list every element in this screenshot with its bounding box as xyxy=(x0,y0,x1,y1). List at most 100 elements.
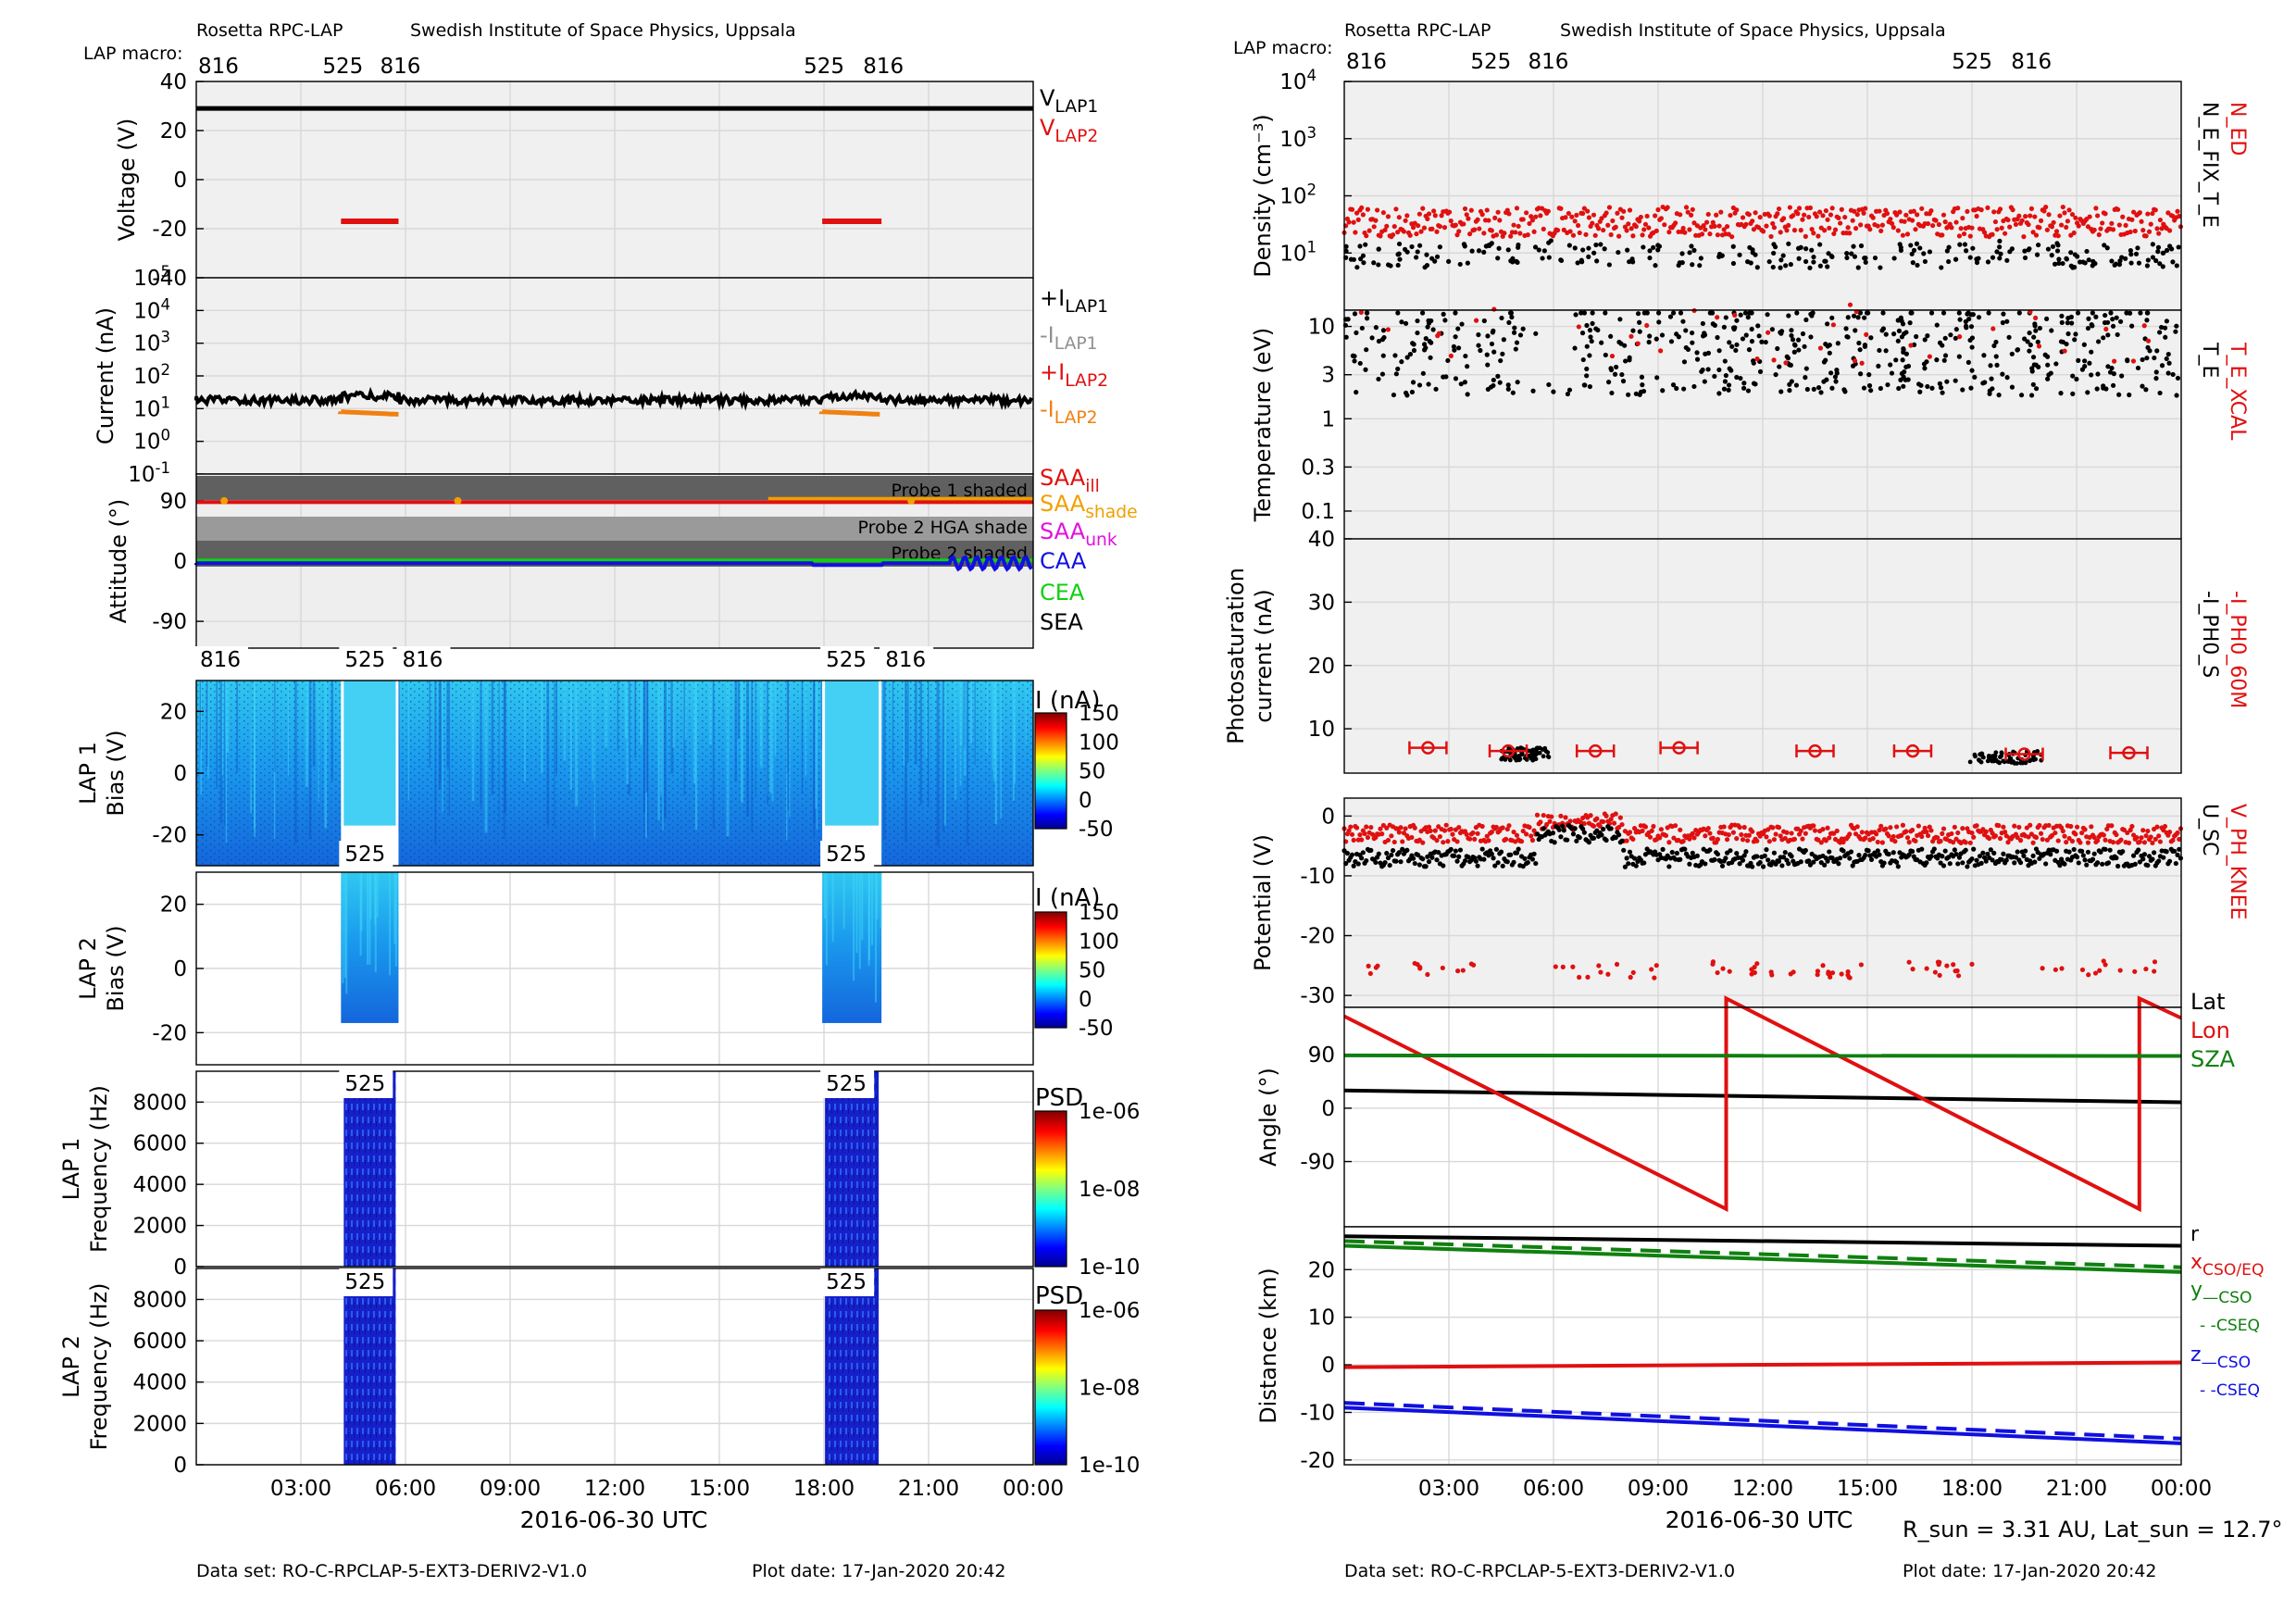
legend-t-e-xcal: T_E_XCAL xyxy=(2226,342,2249,441)
n-ed-point xyxy=(1721,227,1727,232)
v-ph-knee-point xyxy=(1398,825,1404,831)
macro-box-label: 525 xyxy=(826,648,867,672)
u-sc-point xyxy=(1420,856,1426,862)
bias-streak xyxy=(503,681,505,840)
v-ph-knee-point xyxy=(2137,839,2142,844)
t-e-point xyxy=(1880,326,1887,331)
legend-current-3: -ILAP2 xyxy=(1040,396,1098,428)
t-e-point xyxy=(1573,312,1578,318)
t-e-point xyxy=(1419,310,1426,316)
n-ed-point xyxy=(1353,230,1358,235)
u-sc-point xyxy=(1707,847,1713,853)
v-ph-knee-point xyxy=(2166,830,2173,835)
n-ed-point xyxy=(2013,221,2019,228)
u-sc-point xyxy=(1760,864,1766,869)
n-e-fix-point xyxy=(1536,247,1541,253)
n-ed-point xyxy=(1902,219,1907,224)
panel-border xyxy=(195,1070,1034,1268)
v-ph-knee-point xyxy=(1529,837,1535,843)
n-e-fix-point xyxy=(2049,253,2054,258)
t-e-point xyxy=(1506,319,1512,325)
n-ed-point xyxy=(1770,220,1776,227)
t-e-point xyxy=(2111,382,2116,388)
u-sc-point xyxy=(2071,846,2077,853)
v-ph-knee-point xyxy=(1441,828,1448,833)
u-sc-point xyxy=(1552,840,1557,845)
v-ph-knee-point xyxy=(1724,837,1730,843)
current-ytick-label: 102 xyxy=(133,361,170,389)
n-e-fix-point xyxy=(1998,251,2003,256)
n-e-fix-point xyxy=(1855,265,1861,270)
u-sc-point xyxy=(1743,849,1749,855)
t-e-point xyxy=(1580,356,1586,363)
v-ph-knee-point xyxy=(2085,840,2091,845)
n-e-fix-point xyxy=(1909,251,1915,256)
n-e-fix-point xyxy=(1434,254,1441,259)
macro-box xyxy=(339,1268,393,1296)
t-e-point xyxy=(1609,390,1615,396)
n-ed-point xyxy=(1990,231,1995,237)
v-ph-knee-point xyxy=(1811,823,1816,829)
n-e-fix-point xyxy=(2155,244,2162,250)
t-e-point xyxy=(1458,381,1464,387)
n-e-fix-point xyxy=(2022,255,2028,261)
n-e-fix-point xyxy=(1809,247,1815,253)
t-e-point xyxy=(1359,325,1365,331)
n-e-fix-point xyxy=(2086,257,2091,263)
t-e-point xyxy=(1893,357,1899,363)
n-ed-point xyxy=(2053,229,2060,234)
t-e-point xyxy=(1901,383,1906,389)
t-e-xcal-point xyxy=(1436,331,1441,336)
v-ph-knee-point xyxy=(1721,824,1727,830)
n-ed-point xyxy=(1446,209,1453,215)
macro-box xyxy=(820,646,875,674)
n-ed-point xyxy=(1703,227,1708,232)
n-e-fix-point xyxy=(1849,251,1854,256)
t-e-point xyxy=(1481,318,1487,324)
n-ed-point xyxy=(1919,206,1925,211)
lap1-bias-ytick-label: 20 xyxy=(160,700,187,724)
u-sc-point xyxy=(1737,861,1742,867)
v-ph-knee-point xyxy=(1624,838,1629,843)
u-sc-point xyxy=(1416,862,1422,868)
v-ph-knee-point xyxy=(1955,830,1961,836)
t-e-point xyxy=(2030,381,2036,387)
n-ed-point xyxy=(1380,210,1386,216)
v-ph-knee-point xyxy=(1764,834,1769,840)
n-ed-point xyxy=(2051,219,2056,225)
y-axis-label: LAP 1 xyxy=(75,742,101,805)
bias-streak xyxy=(634,681,637,758)
v-ph-knee-point xyxy=(1739,831,1744,838)
t-e-point xyxy=(2144,356,2150,361)
n-ed-point xyxy=(1414,231,1419,237)
v-ph-knee-low-point xyxy=(1720,966,1726,971)
t-e-xcal-point xyxy=(2062,348,2067,354)
v-ph-knee-point xyxy=(2028,822,2033,828)
n-ed-point xyxy=(1925,220,1931,227)
t-e-point xyxy=(2074,376,2079,382)
macro-box-label: 525 xyxy=(344,843,385,867)
n-e-fix-point xyxy=(2165,247,2170,253)
v-ph-knee-point xyxy=(1657,835,1663,841)
n-e-fix-point xyxy=(1376,246,1381,252)
n-e-fix-point xyxy=(1572,245,1578,251)
legend-i-ph0-s: -I_PH0_S xyxy=(2198,591,2221,678)
n-ed-point xyxy=(1760,229,1766,234)
u-sc-point xyxy=(1660,846,1666,852)
n-ed-point xyxy=(1581,206,1587,211)
u-sc-point xyxy=(1750,864,1755,869)
t-e-point xyxy=(1441,311,1446,317)
bias-streak xyxy=(993,681,996,759)
v-ph-knee-point xyxy=(1619,821,1625,828)
u-sc-point xyxy=(2164,849,2169,855)
n-ed-point xyxy=(1791,228,1798,233)
t-e-point xyxy=(1633,391,1639,396)
n-ed-point xyxy=(1481,231,1487,236)
u-sc-point xyxy=(1875,848,1880,854)
t-e-point xyxy=(2085,325,2091,331)
n-ed-point xyxy=(2066,207,2072,213)
